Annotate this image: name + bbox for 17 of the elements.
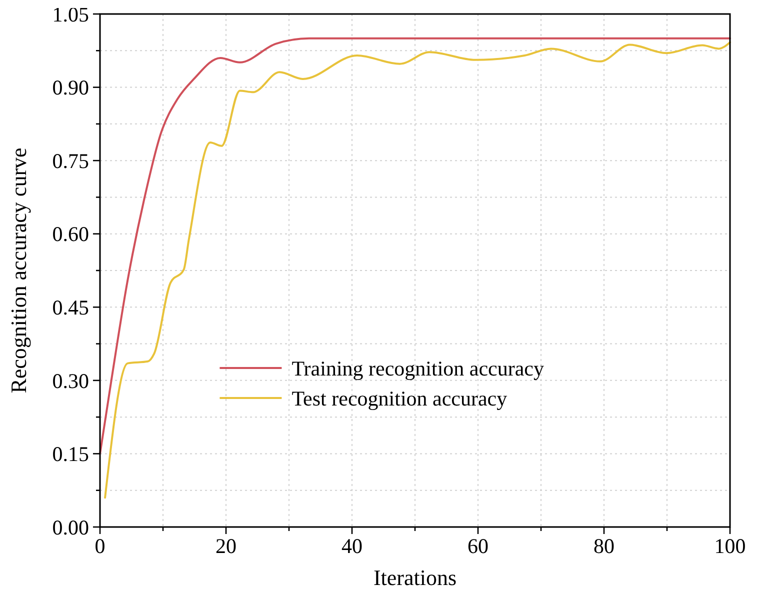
x-tick-label: 100 (714, 534, 746, 558)
y-tick-label: 0.75 (52, 148, 89, 173)
x-tick-label: 20 (216, 534, 236, 558)
legend-label: Training recognition accuracy (292, 356, 545, 380)
legend-label: Test recognition accuracy (292, 386, 508, 410)
x-tick-label: 60 (468, 534, 488, 558)
y-tick-label: 0.00 (52, 515, 89, 540)
x-tick-label: 0 (94, 534, 106, 558)
y-tick-label: 0.30 (52, 368, 89, 393)
x-tick-label: 40 (342, 534, 362, 558)
y-tick-label: 0.15 (52, 442, 89, 466)
y-tick-label: 0.60 (52, 222, 89, 246)
x-axis-title: Iterations (373, 565, 457, 590)
y-tick-label: 0.90 (52, 76, 89, 100)
y-tick-label: 0.45 (52, 295, 89, 320)
x-tick-label: 80 (594, 534, 614, 558)
y-axis-title: Recognition accuracy curve (6, 148, 31, 394)
